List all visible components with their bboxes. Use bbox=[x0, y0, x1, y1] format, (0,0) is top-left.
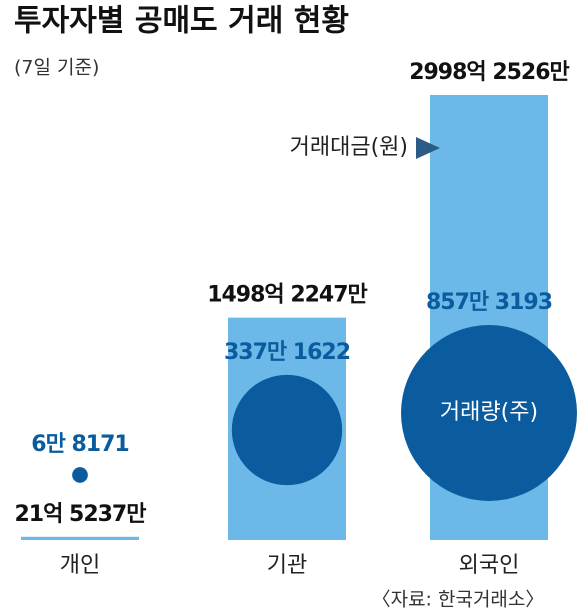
bubble bbox=[231, 374, 343, 486]
source: 〈자료: 한국거래소〉 bbox=[372, 589, 545, 611]
legend-label: 거래대금(원) bbox=[290, 135, 408, 160]
x-tick-label: 기관 bbox=[267, 553, 307, 578]
bubble-value-label: 6만 8171 bbox=[31, 432, 128, 457]
chart-title: 투자자별 공매도 거래 현황 bbox=[14, 4, 349, 39]
chart-subtitle: (7일 기준) bbox=[14, 57, 99, 79]
x-tick-label: 개인 bbox=[60, 553, 100, 578]
bar bbox=[21, 536, 139, 540]
legend-label: 거래량(주) bbox=[440, 400, 538, 425]
bar-value-label: 1498억 2247만 bbox=[207, 283, 367, 308]
x-tick-label: 외국인 bbox=[459, 553, 520, 578]
bubble-value-label: 337만 1622 bbox=[224, 340, 350, 365]
legend-arrow bbox=[416, 137, 440, 159]
bar-value-label: 2998억 2526만 bbox=[409, 60, 569, 85]
bar-value-label: 21억 5237만 bbox=[15, 502, 147, 527]
bubble-value-label: 857만 3193 bbox=[426, 290, 552, 315]
bubble bbox=[401, 325, 577, 501]
bubble bbox=[72, 467, 88, 483]
